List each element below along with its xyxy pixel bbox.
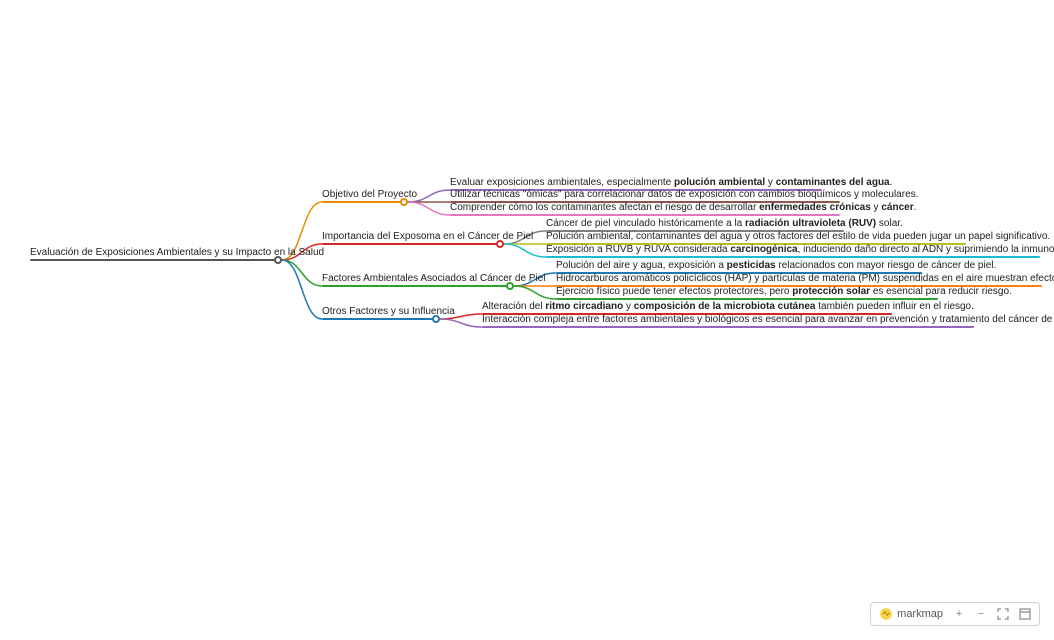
leaf-l7: Polución del aire y agua, exposición a p… <box>556 260 996 272</box>
toolbar: markmap + − <box>870 602 1040 626</box>
zoom-in-icon[interactable]: + <box>953 608 965 620</box>
branch-otros-toggle[interactable] <box>432 315 440 323</box>
leaf-l4: Cáncer de piel vinculado históricamente … <box>546 218 903 230</box>
fit-icon[interactable] <box>997 608 1009 620</box>
brand-label: markmap <box>897 608 943 620</box>
markmap-brand[interactable]: markmap <box>879 607 943 621</box>
leaf-l3: Comprender cómo los contaminantes afecta… <box>450 202 916 214</box>
branch-objetivo-toggle[interactable] <box>400 198 408 206</box>
zoom-out-icon[interactable]: − <box>975 608 987 620</box>
leaf-l2: Utilizar técnicas "ómicas" para correlac… <box>450 189 918 201</box>
leaf-l11: Interacción compleja entre factores ambi… <box>482 314 1054 326</box>
leaf-l5: Polución ambiental, contaminantes del ag… <box>546 231 1050 243</box>
leaf-l10: Alteración del ritmo circadiano y compos… <box>482 301 974 313</box>
expand-icon[interactable] <box>1019 608 1031 620</box>
leaf-l8: Hidrocarburos aromáticos policíclicos (H… <box>556 273 1054 285</box>
leaf-l6: Exposición a RUVB y RUVA considerada car… <box>546 244 1054 256</box>
root-node-toggle[interactable] <box>274 256 282 264</box>
branch-factores-toggle[interactable] <box>506 282 514 290</box>
leaf-l1: Evaluar exposiciones ambientales, especi… <box>450 177 892 189</box>
branch-exposoma-toggle[interactable] <box>496 240 504 248</box>
leaf-l9: Ejercicio físico puede tener efectos pro… <box>556 286 1012 298</box>
